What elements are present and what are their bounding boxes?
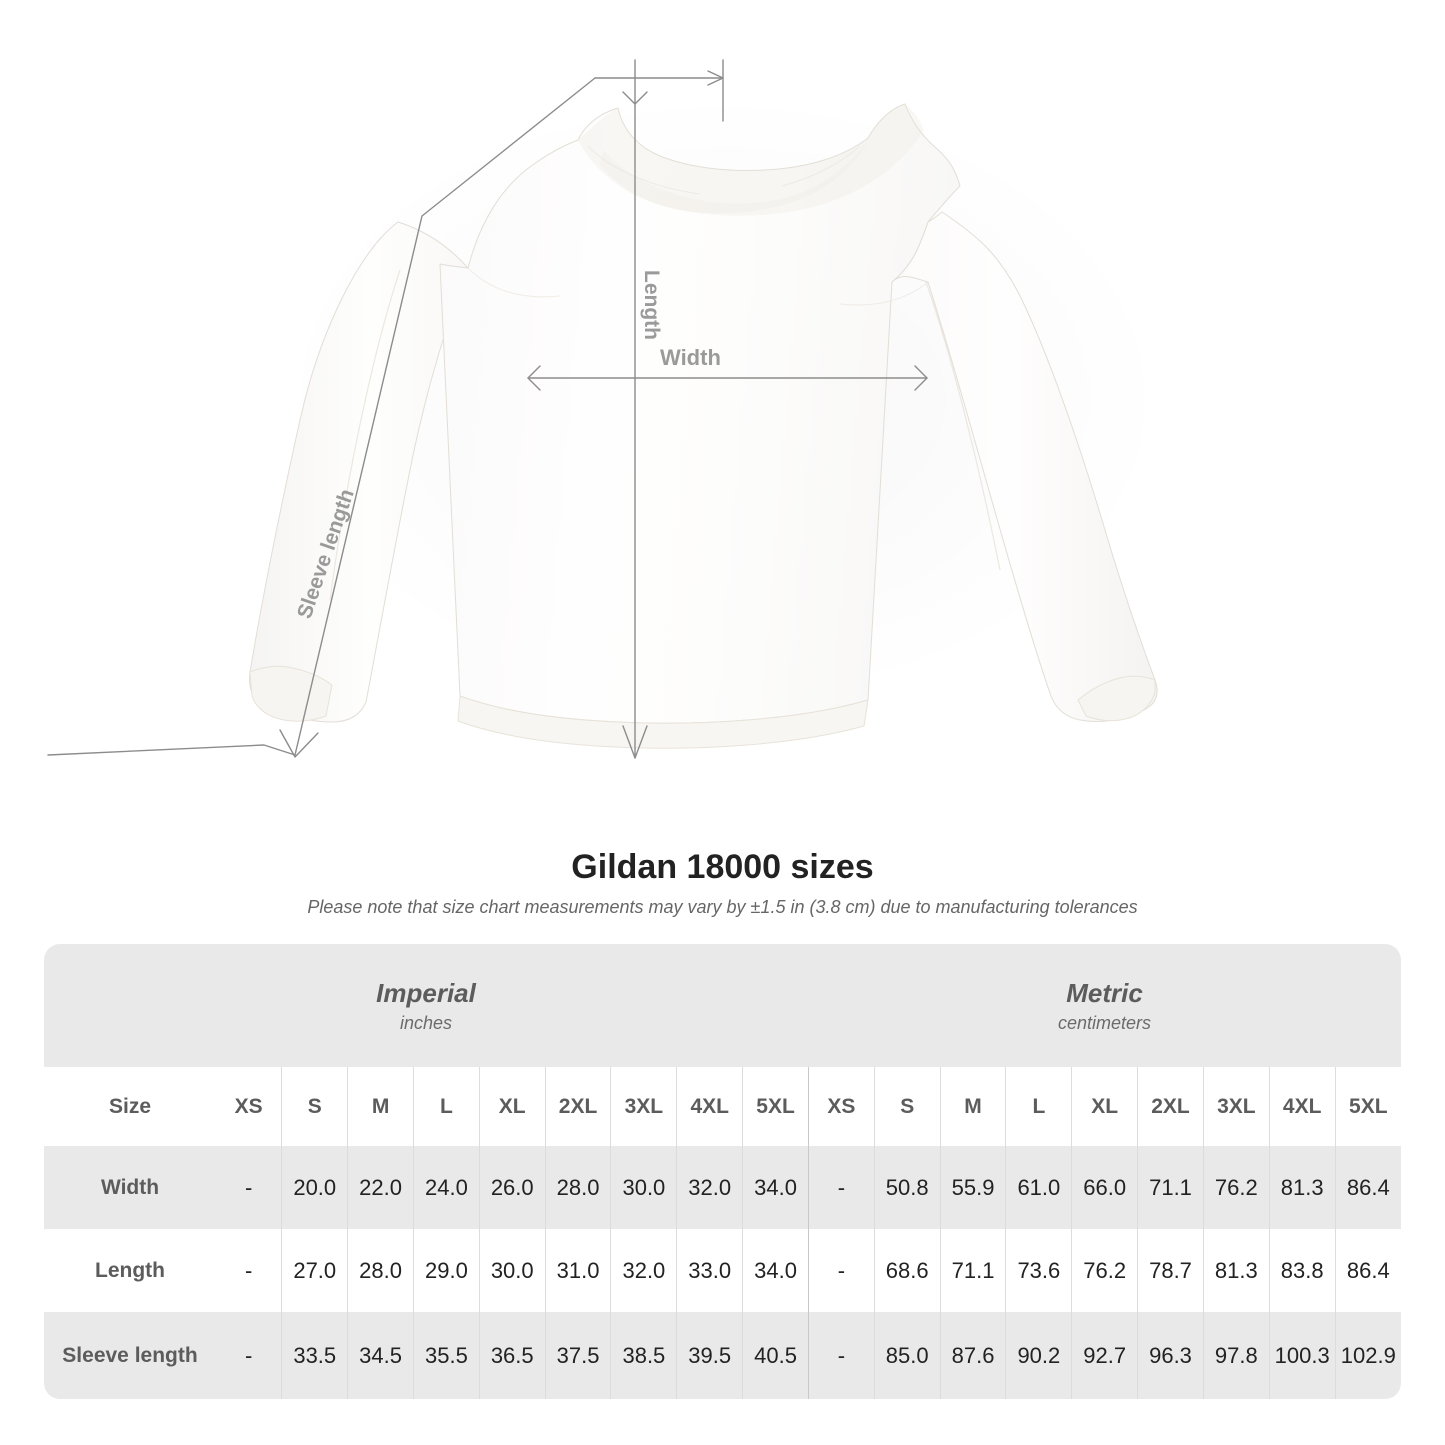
svg-text:Length: Length bbox=[640, 270, 663, 340]
svg-text:Width: Width bbox=[660, 345, 721, 370]
